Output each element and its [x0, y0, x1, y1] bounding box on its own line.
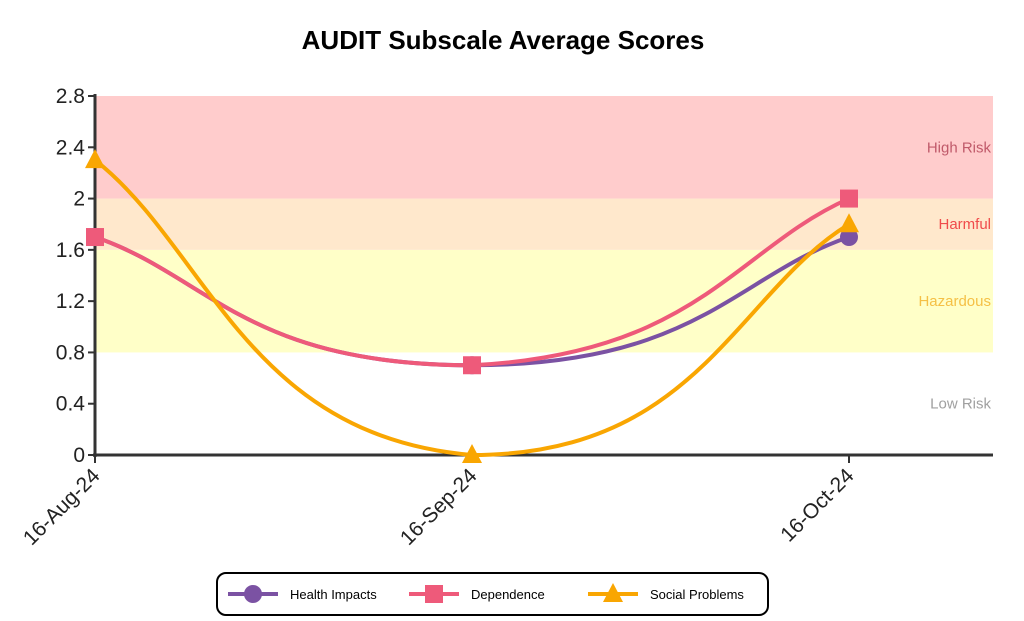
legend-item[interactable]: Health Impacts: [228, 585, 377, 603]
legend[interactable]: Health Impacts Dependence Social Problems: [216, 572, 769, 616]
y-tick-label: 0.4: [56, 393, 86, 416]
chart-title: AUDIT Subscale Average Scores: [302, 25, 705, 55]
y-tick-label: 2.4: [56, 136, 86, 159]
band-hazardous: [95, 249, 993, 353]
y-tick-label: 1.6: [56, 239, 85, 262]
data-point: [85, 149, 105, 169]
y-tick-label: 0: [73, 444, 85, 467]
band-label: High Risk: [927, 139, 992, 156]
series-social-problems: [85, 149, 859, 463]
band-label: Hazardous: [918, 293, 991, 310]
y-tick-label: 2.8: [56, 85, 85, 108]
x-tick-label: 16-Sep-24: [396, 464, 482, 550]
legend-item[interactable]: Dependence: [409, 585, 545, 603]
series-dependence: [86, 189, 858, 375]
data-point: [463, 356, 481, 375]
legend-item[interactable]: Social Problems: [588, 583, 744, 602]
legend-marker: [244, 585, 262, 603]
band-low-risk: [95, 352, 993, 455]
y-tick-label: 2: [73, 188, 85, 211]
data-point: [462, 444, 482, 463]
legend-marker: [425, 585, 443, 603]
band-harmful: [95, 198, 993, 250]
data-point: [86, 228, 104, 247]
legend-label: Social Problems: [650, 587, 744, 602]
data-point: [839, 213, 859, 233]
legend-marker: [603, 583, 623, 602]
legend-label: Dependence: [471, 587, 545, 602]
legend-label: Health Impacts: [290, 587, 377, 602]
x-tick-label: 16-Aug-24: [19, 464, 105, 550]
data-point: [840, 228, 858, 247]
band-high-risk: [95, 96, 993, 199]
band-label: Low Risk: [930, 396, 991, 413]
y-tick-label: 0.8: [56, 341, 85, 364]
x-tick-label: 16-Oct-24: [776, 464, 859, 547]
band-label: Harmful: [938, 216, 991, 233]
legend-box: [216, 572, 769, 616]
data-point: [840, 189, 858, 208]
y-tick-label: 1.2: [56, 290, 85, 313]
series-lines: [85, 149, 859, 463]
risk-bands: Low Risk Hazardous Harmful High Risk: [95, 96, 993, 455]
